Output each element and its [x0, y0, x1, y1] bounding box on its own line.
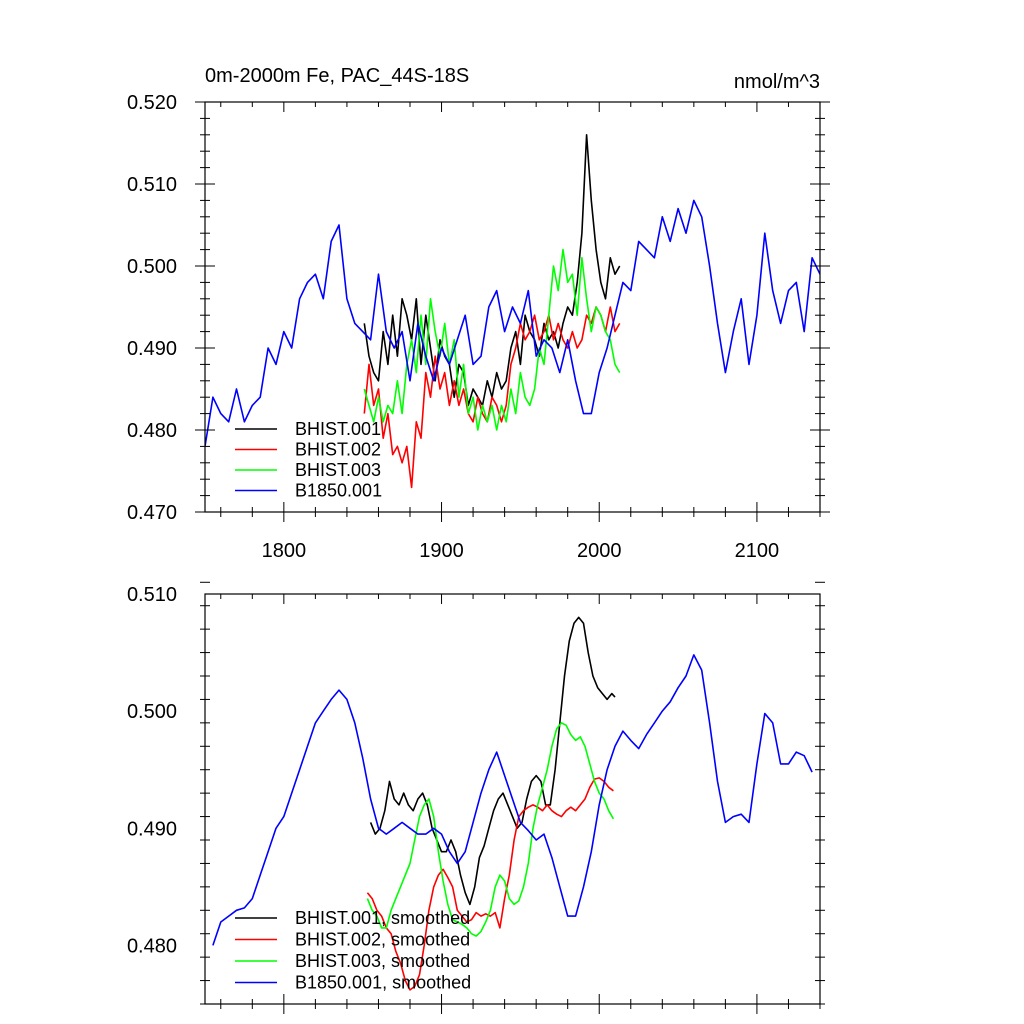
top-legend-label-2: BHIST.003	[295, 460, 381, 480]
top-panel: 0m-2000m Fe, PAC_44S-18S nmol/m^3 1800 19…	[127, 65, 830, 562]
top-series-line-1	[363, 306, 621, 489]
top-legend-label-0: BHIST.001	[295, 419, 381, 439]
bottom-y-tick-label: 0.500	[127, 701, 177, 723]
top-chart-title: 0m-2000m Fe, PAC_44S-18S	[205, 65, 469, 87]
bottom-plot-frame	[204, 593, 821, 1005]
top-x-tick-label: 1800	[262, 540, 307, 562]
top-x-tick-label: 2000	[577, 540, 622, 562]
bottom-series-line-3	[212, 654, 813, 946]
bottom-series-line-2	[366, 722, 615, 937]
bottom-series-group	[212, 616, 813, 991]
top-plot-frame	[204, 101, 821, 513]
bottom-y-tick-label: 0.480	[127, 935, 177, 957]
top-y-tick-label: 0.500	[127, 256, 177, 278]
top-legend-label-3: B1850.001	[295, 481, 382, 501]
top-y-tick-label: 0.520	[127, 92, 177, 114]
top-legend-label-1: BHIST.002	[295, 440, 381, 460]
bottom-legend-label-0: BHIST.001, smoothed	[295, 908, 470, 928]
top-x-tick-label: 1900	[419, 540, 464, 562]
top-y-tick-label: 0.480	[127, 420, 177, 442]
top-x-tick-label: 2100	[735, 540, 780, 562]
top-series-line-3	[205, 199, 820, 447]
top-y-tick-label: 0.470	[127, 502, 177, 524]
bottom-y-tick-label: 0.490	[127, 818, 177, 840]
bottom-y-tick-label: 0.510	[127, 584, 177, 606]
bottom-series-line-1	[366, 777, 614, 991]
bottom-legend-label-1: BHIST.002, smoothed	[295, 930, 470, 950]
top-series-group	[205, 134, 820, 489]
bottom-legend-label-3: B1850.001, smoothed	[295, 973, 471, 993]
top-y-tick-label: 0.510	[127, 174, 177, 196]
bottom-legend-label-2: BHIST.003, smoothed	[295, 951, 470, 971]
top-y-tick-label: 0.490	[127, 338, 177, 360]
bottom-series-line-0	[369, 616, 616, 906]
top-chart-units: nmol/m^3	[734, 71, 820, 93]
